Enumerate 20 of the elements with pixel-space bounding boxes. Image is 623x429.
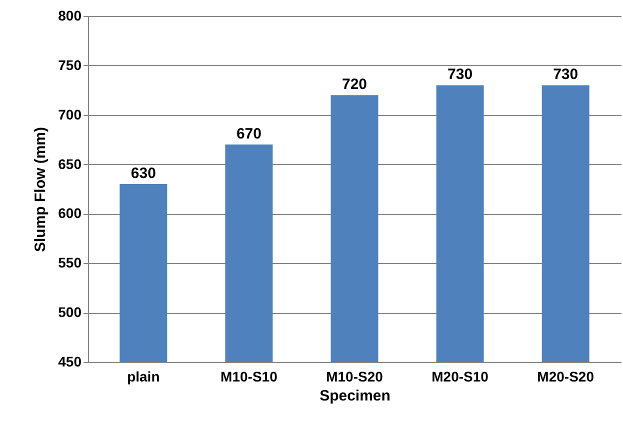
data-label: 630 (130, 165, 156, 182)
y-tick-label: 600 (58, 205, 82, 222)
x-tick-label: M20-S20 (537, 368, 594, 384)
y-axis-title: Slump Flow (mm) (32, 127, 50, 252)
y-tick-label: 800 (58, 8, 82, 24)
y-tick-label: 550 (58, 254, 82, 271)
x-tick-label: M20-S10 (432, 368, 489, 384)
y-tick-label: 700 (58, 106, 82, 122)
data-label: 730 (553, 66, 578, 84)
x-tick-label: M10-S10 (220, 368, 278, 384)
x-tick-label: M10-S20 (326, 368, 384, 384)
data-label: 720 (342, 76, 368, 94)
x-tick-label: plain (127, 368, 160, 384)
y-tick-label: 500 (58, 304, 82, 320)
data-label: 730 (448, 66, 473, 84)
y-tick-label: 450 (58, 354, 82, 370)
data-label: 670 (236, 126, 262, 143)
y-tick-label: 750 (58, 56, 82, 73)
x-axis-title: Specimen (320, 388, 390, 404)
y-tick-label: 650 (58, 156, 82, 172)
